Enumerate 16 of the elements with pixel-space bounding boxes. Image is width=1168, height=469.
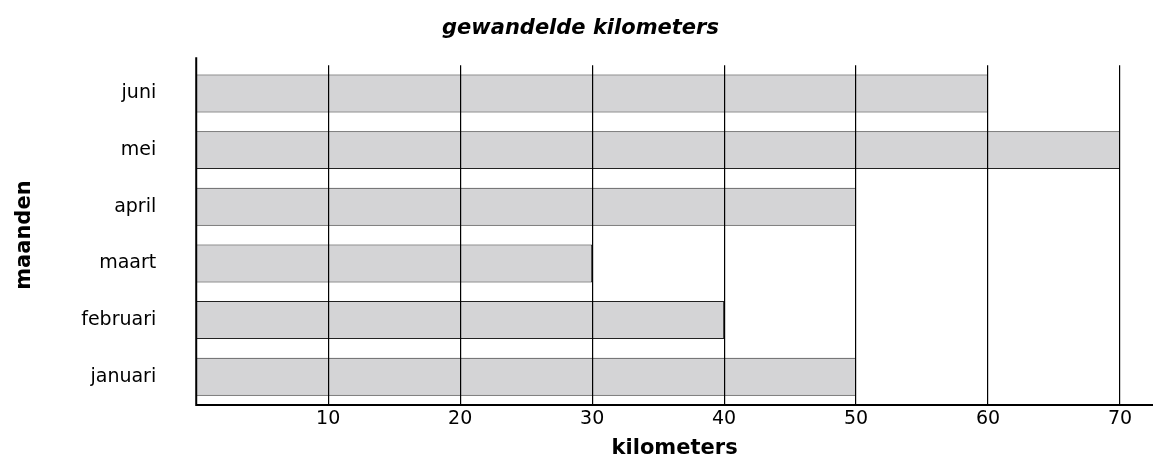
- x-tick-label: 10: [316, 406, 341, 429]
- y-axis-title: maanden: [11, 180, 36, 290]
- y-tick-label: april: [114, 193, 157, 216]
- y-tick-label: februari: [81, 306, 157, 329]
- x-axis-title: kilometers: [611, 434, 738, 459]
- y-tick-label: juni: [120, 80, 157, 103]
- x-tick-label: 20: [448, 406, 473, 429]
- x-tick-label: 70: [1107, 406, 1133, 429]
- x-tick-label: 60: [975, 406, 1001, 429]
- x-tick-label: 50: [843, 406, 869, 429]
- chart-title: gewandelde kilometers: [442, 15, 719, 40]
- x-tick-label: 40: [712, 406, 737, 429]
- x-tick-label: 30: [580, 406, 605, 429]
- y-tick-label: januari: [89, 363, 157, 386]
- y-tick-label: mei: [120, 137, 157, 160]
- y-tick-label: maart: [99, 250, 157, 273]
